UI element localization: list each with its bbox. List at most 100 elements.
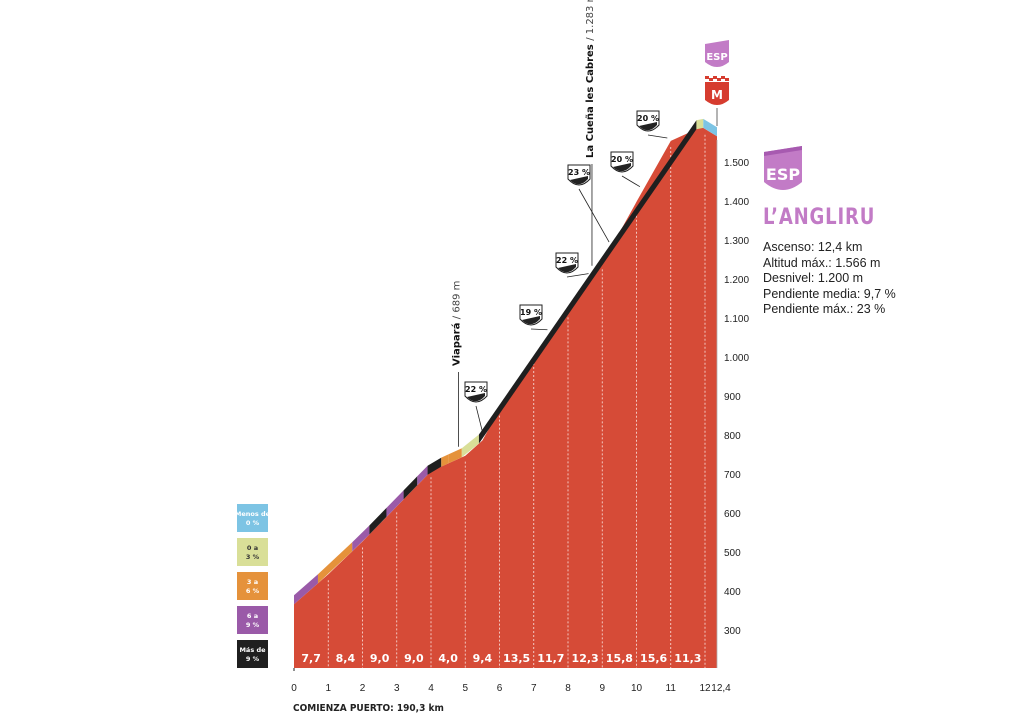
start-label: COMIENZA PUERTO: 190,3 km [293, 703, 444, 714]
ramp-gradient-label: 19 % [520, 308, 542, 317]
x-tick-label: 4 [428, 683, 434, 694]
ramp-gradient-label: 22 % [465, 385, 487, 394]
legend-label: 9 % [246, 621, 260, 629]
gradient-segment-0-3 [696, 119, 703, 129]
y-tick-label: 700 [724, 470, 741, 481]
gradient-legend: Menos de0 %0 a3 %3 a6 %6 a9 %Más de9 % [235, 504, 271, 668]
summit-finish-label: M [711, 88, 723, 102]
ramp-leader-line [531, 329, 547, 330]
legend-label: 6 a [247, 612, 258, 620]
x-tick-label: 12,4 [711, 683, 731, 694]
climb-title: L’ANGLIRU [763, 205, 875, 230]
summit-checker [709, 78, 713, 81]
y-tick-label: 1.400 [724, 197, 749, 208]
summit-checker [713, 76, 717, 79]
ramp-gradient-label: 20 % [611, 155, 633, 164]
km-gradient-label: 9,4 [473, 652, 493, 665]
ramp-marker: 19 % [520, 305, 547, 330]
legend-label: 3 % [246, 553, 260, 561]
legend-swatch-9plus [237, 640, 268, 668]
summit-badges: ESP M [705, 40, 729, 126]
ramp-gradient-label: 22 % [556, 256, 578, 265]
y-tick-label: 500 [724, 548, 741, 559]
legend-label: 3 a [247, 578, 258, 586]
stat-elevation-gain: Desnivel: 1.200 m [763, 271, 1013, 287]
ramp-leader-line [622, 176, 640, 187]
km-gradient-label: 4,0 [438, 652, 458, 665]
legend-swatch-3-6 [237, 572, 268, 600]
km-gradient-label: 9,0 [404, 652, 424, 665]
x-tick-label: 0 [291, 683, 297, 694]
legend-swatch-6-9 [237, 606, 268, 634]
y-tick-label: 800 [724, 431, 741, 442]
y-tick-label: 1.500 [724, 158, 749, 169]
y-tick-label: 1.200 [724, 275, 749, 286]
pass-name: La Cueña les Cabres [585, 41, 596, 158]
km-gradient-label: 11,3 [674, 652, 701, 665]
x-tick-label: 10 [631, 683, 643, 694]
km-gradient-label: 15,6 [640, 652, 667, 665]
summit-checker [725, 78, 729, 81]
summit-checker [717, 78, 721, 81]
x-axis: 012345678910111212,4 [291, 668, 731, 694]
ramp-marker: 20 % [637, 111, 667, 138]
pass-altitude: / 689 m [451, 281, 462, 320]
x-tick-label: 5 [462, 683, 468, 694]
legend-swatch-lt0 [237, 504, 268, 532]
summit-checker [721, 76, 725, 79]
km-gradient-label: 7,7 [301, 652, 321, 665]
ramp-marker: 22 % [556, 253, 589, 277]
y-tick-label: 300 [724, 626, 741, 637]
stat-average-gradient: Pendiente media: 9,7 % [763, 287, 1013, 303]
ramp-marker: 23 % [568, 165, 609, 242]
y-axis: 300 400 500 600 700 800 900 1.000 1.100 1.200 1.30… [717, 140, 749, 668]
category-badge-label: ESP [766, 165, 800, 184]
ramp-marker: 22 % [465, 382, 487, 431]
ramp-leader-line [579, 189, 609, 242]
x-tick-label: 3 [394, 683, 400, 694]
ramp-gradient-label: 23 % [568, 168, 590, 177]
km-gradient-label: 13,5 [503, 652, 530, 665]
ramp-marker: 20 % [611, 152, 640, 187]
stat-ascent: Ascenso: 12,4 km [763, 240, 1013, 256]
y-tick-label: 1.000 [724, 353, 749, 364]
x-tick-label: 12 [699, 683, 711, 694]
x-tick-label: 1 [325, 683, 331, 694]
summit-category-label: ESP [706, 52, 727, 63]
x-tick-label: 7 [531, 683, 537, 694]
legend-label: 6 % [246, 587, 260, 595]
km-gradient-label: 15,8 [606, 652, 633, 665]
x-tick-label: 8 [565, 683, 571, 694]
climb-stats: Ascenso: 12,4 km Altitud máx.: 1.566 m D… [763, 240, 1013, 318]
y-tick-label: 400 [724, 587, 741, 598]
x-tick-label: 9 [599, 683, 605, 694]
x-tick-label: 2 [360, 683, 366, 694]
km-gradient-label: 11,7 [537, 652, 564, 665]
legend-label: 0 a [247, 544, 258, 552]
y-tick-label: 1.300 [724, 236, 749, 247]
ramp-leader-line [567, 274, 589, 277]
pass-label: La Cueña les Cabres / 1.283 m [585, 0, 596, 158]
legend-swatch-0-3 [237, 538, 268, 566]
km-gradient-label: 8,4 [336, 652, 356, 665]
ramp-leader-line [648, 135, 667, 138]
y-tick-label: 900 [724, 392, 741, 403]
legend-label: Menos de [235, 510, 271, 518]
pass-name: Viapará [450, 319, 462, 366]
km-gradient-label: 9,0 [370, 652, 390, 665]
ramp-leader-line [476, 406, 482, 431]
legend-label: 9 % [246, 655, 260, 663]
legend-label: 0 % [246, 519, 260, 527]
legend-label: Más de [239, 646, 266, 654]
pass-label: Viapará / 689 m [450, 281, 462, 366]
category-badge: ESP [764, 146, 802, 190]
ramp-gradient-label: 20 % [637, 114, 659, 123]
x-tick-label: 6 [497, 683, 503, 694]
pass-altitude: / 1.283 m [585, 0, 596, 41]
x-tick-label: 11 [666, 683, 677, 694]
y-tick-label: 600 [724, 509, 741, 520]
km-gradient-label: 12,3 [572, 652, 599, 665]
y-tick-label: 1.100 [724, 314, 749, 325]
summit-checker [705, 76, 709, 79]
